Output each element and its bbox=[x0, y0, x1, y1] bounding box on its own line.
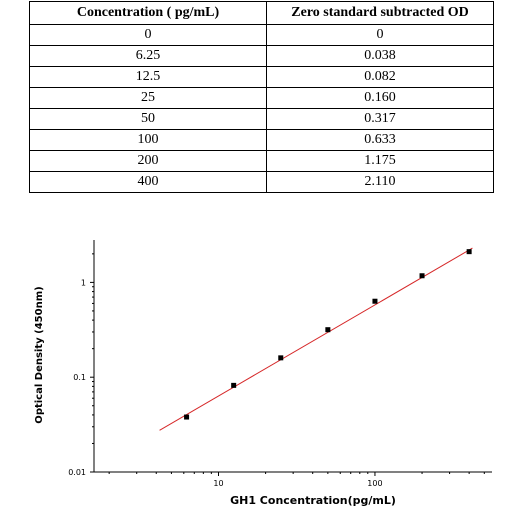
concentration-cell: 400 bbox=[29, 171, 267, 193]
concentration-cell: 200 bbox=[29, 150, 267, 172]
chart-axes: 0.01 0.1 1 10 100 bbox=[68, 240, 492, 488]
standard-data-table: Concentration ( pg/mL) Zero standard sub… bbox=[29, 1, 494, 193]
x-axis-label: GH1 Concentration(pg/mL) bbox=[230, 494, 396, 507]
concentration-cell: 100 bbox=[29, 129, 267, 151]
od-cell: 0 bbox=[266, 24, 494, 46]
table-row: 200 1.175 bbox=[29, 150, 494, 172]
data-point bbox=[372, 298, 378, 304]
column-header-concentration: Concentration ( pg/mL) bbox=[29, 1, 267, 25]
table-row: 12.5 0.082 bbox=[29, 66, 494, 88]
x-tick-label: 100 bbox=[367, 479, 382, 488]
od-cell: 0.038 bbox=[266, 45, 494, 67]
concentration-cell: 25 bbox=[29, 87, 267, 109]
concentration-cell: 12.5 bbox=[29, 66, 267, 88]
fit-line bbox=[159, 247, 473, 431]
y-tick-label: 1 bbox=[81, 278, 86, 287]
y-tick-label: 0.1 bbox=[73, 373, 86, 382]
concentration-cell: 0 bbox=[29, 24, 267, 46]
od-cell: 0.633 bbox=[266, 129, 494, 151]
table-row: 50 0.317 bbox=[29, 108, 494, 130]
data-point bbox=[419, 273, 425, 279]
data-point bbox=[184, 414, 190, 420]
data-point bbox=[231, 382, 237, 388]
y-axis-label: Optical Density (450nm) bbox=[34, 286, 45, 423]
table-row: 100 0.633 bbox=[29, 129, 494, 151]
table-row: 6.25 0.038 bbox=[29, 45, 494, 67]
od-cell: 0.082 bbox=[266, 66, 494, 88]
chart-marks bbox=[159, 247, 473, 431]
od-cell: 2.110 bbox=[266, 171, 494, 193]
table-row: 0 0 bbox=[29, 24, 494, 46]
column-header-od: Zero standard subtracted OD bbox=[266, 1, 494, 25]
data-point bbox=[278, 355, 284, 361]
data-point bbox=[466, 249, 472, 255]
table-row: 400 2.110 bbox=[29, 171, 494, 193]
standard-curve-chart: 0.01 0.1 1 10 100 Optical Density (450nm) GH… bbox=[34, 240, 492, 507]
x-tick-label: 10 bbox=[213, 479, 223, 488]
concentration-cell: 6.25 bbox=[29, 45, 267, 67]
table-row: 25 0.160 bbox=[29, 87, 494, 109]
od-cell: 1.175 bbox=[266, 150, 494, 172]
table-header-row: Concentration ( pg/mL) Zero standard sub… bbox=[29, 1, 494, 25]
od-cell: 0.317 bbox=[266, 108, 494, 130]
od-cell: 0.160 bbox=[266, 87, 494, 109]
concentration-cell: 50 bbox=[29, 108, 267, 130]
data-point bbox=[325, 327, 331, 333]
y-tick-label: 0.01 bbox=[68, 468, 86, 477]
